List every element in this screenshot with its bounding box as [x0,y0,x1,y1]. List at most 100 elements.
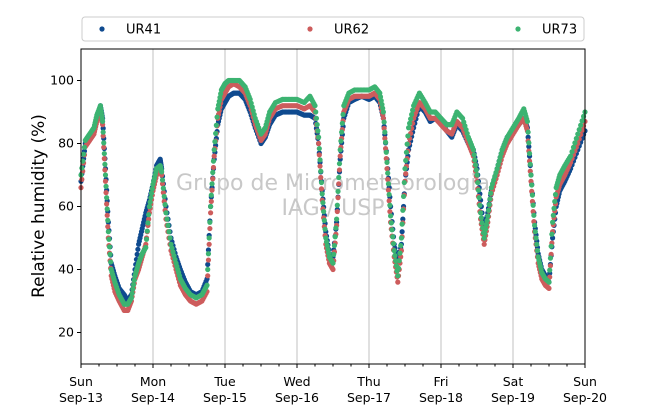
data-point [475,187,482,193]
data-point [337,147,343,153]
data-point [532,229,538,235]
legend-frame [81,16,585,42]
data-point [320,200,326,206]
data-point [470,147,476,153]
data-point [576,127,582,133]
data-point [395,279,401,285]
data-point [146,203,152,210]
data-point [213,122,219,128]
series-UR73 [78,77,588,307]
data-point [210,164,217,171]
legend-label-UR73: UR73 [542,23,577,38]
data-point [386,191,392,198]
data-point [547,255,554,261]
data-point [148,190,155,196]
data-point [406,125,412,131]
data-point [108,259,114,265]
data-point [100,118,106,125]
data-point [569,149,575,155]
data-point [405,133,411,139]
data-point [578,122,584,128]
data-point [159,169,165,175]
x-axis: SunSep-13MonSep-14TueSep-15WedSep-16ThuS… [59,364,607,405]
x-tick-date: Sep-14 [131,390,175,405]
data-point [102,172,109,178]
data-point [396,258,402,264]
data-point [334,202,340,208]
data-point [80,151,87,157]
data-point [525,134,531,140]
watermark-line-2: IAG / USP [282,196,385,221]
data-point [529,182,535,188]
data-point [551,205,557,211]
data-point [160,185,166,191]
data-point [148,195,154,201]
data-point [534,248,541,254]
data-point [100,129,106,135]
data-point [105,217,111,223]
data-point [399,221,405,227]
data-point [485,213,491,219]
data-point [339,120,345,126]
data-point [205,251,212,257]
data-point [481,241,487,247]
data-point [208,203,214,210]
x-tick-day: Tue [213,374,236,389]
data-point [388,220,394,226]
data-point [143,244,149,251]
data-point [387,202,393,208]
data-point [331,251,337,257]
data-point [572,140,578,146]
y-tick-label: 80 [58,136,74,151]
watermark-line-1: Grupo de Micrometeorologia [176,171,490,196]
data-point [336,167,343,173]
data-point [472,157,478,163]
data-point [165,222,171,228]
data-point [339,129,345,135]
y-axis: 20 40 60 80 100 [50,73,81,340]
data-point [471,152,477,158]
data-point [128,295,134,301]
x-tick-day: Mon [140,374,166,389]
data-point [102,178,109,184]
data-point [552,198,558,205]
data-point [205,247,212,253]
data-point [103,190,109,196]
data-point [206,235,212,241]
data-point [214,114,220,120]
data-point [552,191,559,198]
data-point [102,167,108,173]
data-point [547,263,554,269]
data-point [210,176,216,182]
data-point [530,202,536,208]
data-point [475,179,481,186]
data-point [546,279,552,285]
data-point [313,115,320,121]
data-point [149,186,155,192]
data-point [103,183,109,189]
data-point [134,251,140,257]
data-point [317,163,323,169]
data-point [210,158,217,164]
y-tick-label: 60 [58,199,74,214]
legend-marker-UR41 [99,26,105,32]
data-point [534,241,540,247]
x-tick-date: Sep-20 [563,390,607,405]
data-point [107,251,113,257]
data-point [474,172,480,178]
data-point [101,144,107,150]
data-point [478,215,484,221]
data-point [104,206,110,212]
data-point [106,236,112,242]
data-point [213,130,219,137]
data-point [335,188,341,194]
data-point [525,129,531,135]
data-point [385,176,391,183]
data-point [105,229,111,235]
data-point [330,266,336,273]
data-point [316,152,322,158]
data-point [526,140,532,146]
data-point [159,177,166,183]
data-point [478,210,484,216]
